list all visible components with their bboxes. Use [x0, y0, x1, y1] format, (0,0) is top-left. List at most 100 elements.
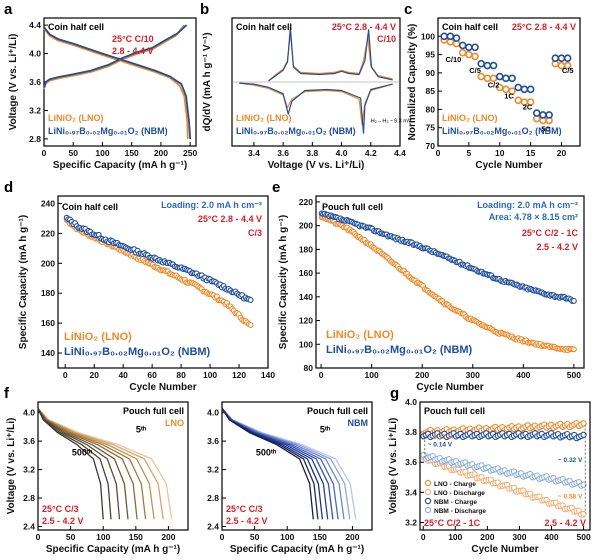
rate-label: 2C: [523, 102, 533, 111]
y-tick-label: 3.2: [405, 517, 417, 527]
annotation-text: ~ 0.17 V: [428, 434, 453, 441]
x-tick-label: 60: [147, 370, 157, 380]
x-tick-label: 300: [466, 370, 480, 380]
x-tick-label: 100: [203, 370, 217, 380]
y-tick-label: 3.8: [405, 427, 417, 437]
legend-entry: LiNi₀.₉₇B₀.₀₂Mg₀.₀₁O₂ (NBM): [326, 344, 473, 356]
y-tick-label: 100: [299, 339, 313, 349]
cycle-label-last: 500ᵗʰ: [256, 447, 277, 457]
legend-entry: LiNiO₂ (LNO): [326, 329, 394, 341]
x-tick-label: 400: [516, 370, 530, 380]
rate-point: [465, 50, 473, 59]
y-tick-label: 4.0: [29, 49, 41, 59]
condition-text: Loading: 2.0 mA h cm⁻²: [477, 200, 578, 210]
x-axis-label: Cycle Number: [416, 382, 483, 393]
x-tick-label: 200: [345, 532, 359, 542]
panel-f-lno: 0 50 100 150 200 2.4 2.8 3.2 3.6 4.0 Specific Capa…: [4, 385, 189, 555]
cycle-label-last: 500ᵗʰ: [72, 447, 93, 457]
cycle-point: [570, 297, 577, 304]
x-tick-label: 50: [68, 148, 78, 158]
rate-point: [452, 34, 461, 42]
x-tick-label: 0: [36, 532, 41, 542]
condition-text: 25°C C/3: [226, 504, 263, 514]
voltage-curve: [43, 26, 192, 139]
rate-point: [440, 32, 448, 41]
condition-text: 25°C C/3: [42, 504, 79, 514]
y-tick-label: 3.6: [23, 436, 35, 446]
rate-point: [471, 43, 479, 52]
y-tick-label: 4.4: [29, 20, 41, 30]
legend-entry: LiNiO₂ (LNO): [64, 331, 132, 343]
x-tick-label: 200: [154, 148, 168, 158]
annotation-text: H₂→H₃ ~ 9.3 mV: [371, 119, 412, 125]
y-tick-label: 70: [426, 141, 436, 151]
condition-text: 25°C 2.8 - 4.4 V: [512, 22, 576, 32]
x-axis-label: Cycle Number: [471, 544, 538, 555]
x-tick-label: 0: [220, 532, 225, 542]
x-tick-label: 4.0: [336, 148, 348, 158]
panel-f-frame: [37, 401, 189, 531]
voltage-point: [580, 510, 587, 518]
x-tick-label: 3.4: [248, 148, 260, 158]
panel-letter: a: [4, 1, 13, 18]
y-tick-label: 3.2: [207, 465, 219, 475]
rate-label: 1C: [504, 91, 514, 100]
x-axis-label: Voltage (V vs. Li⁺/Li): [268, 160, 365, 171]
legend-marker: [424, 488, 432, 496]
cycle-point: [247, 297, 254, 303]
y-tick-label: 160: [41, 318, 55, 328]
legend-entry: LiNiO₂ (LNO): [236, 113, 292, 123]
x-tick-label: 100: [95, 148, 109, 158]
x-tick-label: 250: [183, 148, 197, 158]
discharge-curve: [221, 408, 314, 520]
x-tick-label: 500: [567, 370, 581, 380]
panel-f-frame: [221, 401, 373, 531]
y-axis-label: Voltage (V vs. Li⁺/Li): [6, 418, 17, 515]
panel-a: 0 50 100 150 200 250 2.8 3.2 3.6 4.0 4.4 Specific C…: [4, 1, 198, 171]
rate-point: [471, 52, 479, 61]
panel-d-frame: [57, 195, 269, 369]
legend-entry: LiNi₀.₉₇B₀.₀₂Mg₀.₀₁O₂ (NBM): [64, 346, 211, 358]
y-tick-label: 2.8: [29, 134, 41, 144]
x-tick-label: 80: [176, 370, 186, 380]
rate-point: [520, 85, 529, 94]
subpanel-title: Pouch full cell: [123, 406, 184, 416]
y-tick-label: 2.4: [207, 521, 219, 531]
rate-point: [495, 72, 504, 81]
panel-letter: g: [390, 385, 399, 402]
rate-point: [514, 96, 523, 105]
panel-title: Coin half cell: [48, 22, 104, 32]
annotation-text: ~ 0.14 V: [428, 441, 453, 448]
rate-point: [446, 32, 455, 41]
x-tick-label: 15: [526, 148, 536, 158]
legend-entry: LiNi₀.₉₇B₀.₀₂Mg₀.₀₁O₂ (NBM): [442, 126, 562, 136]
y-tick-label: 140: [41, 348, 55, 358]
rate-point: [545, 111, 553, 119]
rate-point: [483, 61, 492, 70]
legend-entry: LNO - Charge: [434, 481, 476, 488]
rate-label: C/10: [446, 55, 462, 64]
legend-entry: LiNi₀.₉₇B₀.₀₂Mg₀.₀₁O₂ (NBM): [236, 126, 356, 136]
panel-title: Pouch full cell: [322, 202, 383, 212]
x-tick-label: 150: [125, 148, 139, 158]
condition-text: 25°C C/10: [112, 34, 154, 44]
rate-point: [557, 54, 566, 63]
x-tick-label: 0: [421, 532, 426, 542]
y-tick-label: 4.0: [23, 408, 35, 418]
y-tick-label: 4.0: [405, 397, 417, 407]
x-tick-label: 10: [495, 148, 505, 158]
legend-entry: LiNi₀.₉₇B₀.₀₂Mg₀.₀₁O₂ (NBM): [48, 126, 168, 136]
y-axis-label: Specific Capacity (mA h g⁻¹): [278, 215, 289, 349]
cycle-point: [570, 346, 577, 353]
condition-text: 25°C 2.8 - 4.4 V: [332, 22, 396, 32]
y-tick-label: 90: [426, 68, 436, 78]
y-tick-label: 200: [41, 258, 55, 268]
x-tick-label: 300: [512, 532, 526, 542]
y-tick-label: 120: [299, 316, 313, 326]
y-tick-label: 75: [426, 123, 436, 133]
panel-d: 0 20 40 60 80 100 120 140 140 160 180 200 220 240 Cycl…: [4, 179, 275, 393]
cycle-label-first: 5ᵗʰ: [320, 425, 331, 435]
x-tick-label: 3.8: [306, 148, 318, 158]
subpanel-title: Pouch full cell: [307, 406, 368, 416]
rate-point: [526, 98, 535, 106]
